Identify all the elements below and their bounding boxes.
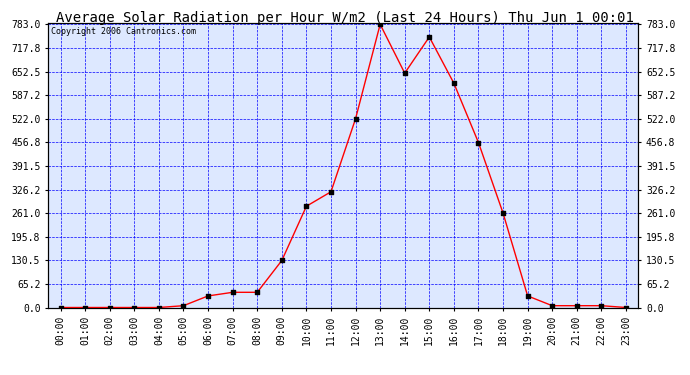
- Point: [400, 70, 411, 76]
- Point: [497, 210, 509, 216]
- Point: [79, 304, 90, 310]
- Point: [350, 116, 361, 122]
- Point: [571, 303, 582, 309]
- Point: [129, 304, 140, 310]
- Point: [424, 34, 435, 40]
- Point: [448, 80, 460, 86]
- Point: [596, 303, 607, 309]
- Point: [620, 304, 631, 310]
- Point: [227, 289, 238, 295]
- Point: [546, 303, 558, 309]
- Point: [153, 304, 164, 310]
- Text: Average Solar Radiation per Hour W/m2 (Last 24 Hours) Thu Jun 1 00:01: Average Solar Radiation per Hour W/m2 (L…: [56, 11, 634, 25]
- Point: [104, 304, 115, 310]
- Point: [252, 289, 263, 295]
- Point: [203, 293, 214, 299]
- Point: [55, 304, 66, 310]
- Point: [473, 140, 484, 146]
- Point: [522, 293, 533, 299]
- Point: [375, 21, 386, 27]
- Point: [276, 258, 287, 264]
- Point: [178, 303, 189, 309]
- Text: Copyright 2006 Cantronics.com: Copyright 2006 Cantronics.com: [51, 27, 196, 36]
- Point: [301, 203, 312, 209]
- Point: [326, 189, 337, 195]
